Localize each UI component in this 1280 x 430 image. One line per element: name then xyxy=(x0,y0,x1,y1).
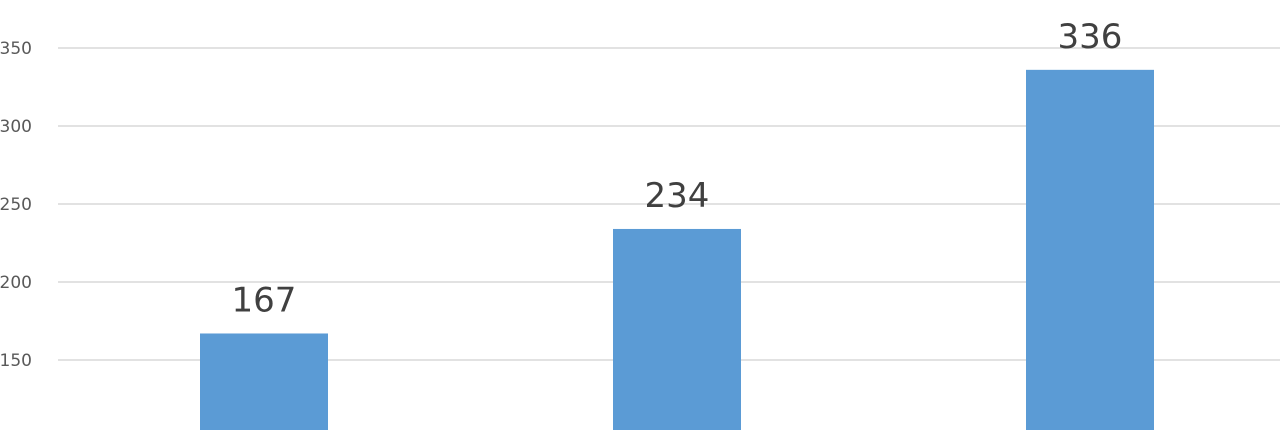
bar xyxy=(200,333,328,430)
bar xyxy=(1026,69,1154,430)
data-label: 336 xyxy=(1058,17,1123,57)
y-tick-label: 150 xyxy=(0,351,32,371)
y-tick-label: 300 xyxy=(0,117,32,137)
y-tick-label: 350 xyxy=(0,39,32,59)
y-tick-label: 250 xyxy=(0,195,32,215)
bar xyxy=(613,228,741,430)
data-label: 167 xyxy=(232,280,297,320)
data-label: 234 xyxy=(645,176,710,216)
y-tick-label: 200 xyxy=(0,273,32,293)
